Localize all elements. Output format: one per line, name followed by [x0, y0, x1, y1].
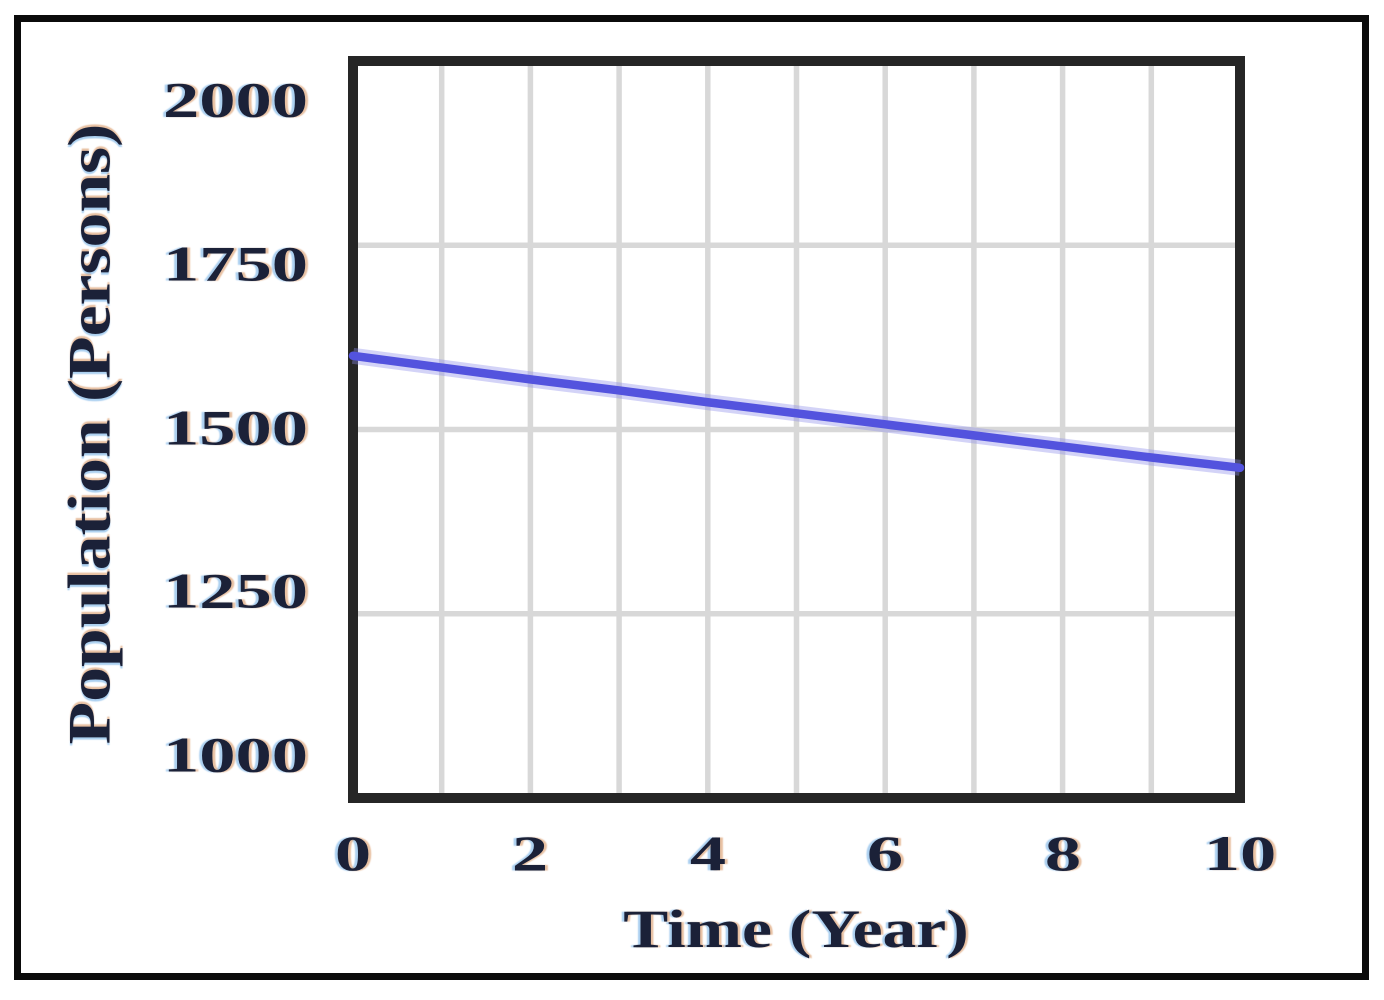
y-tick-label: 1500	[163, 399, 308, 456]
figure-border	[14, 15, 1369, 980]
x-tick-label: 6	[867, 825, 904, 881]
y-tick-label: 1750	[163, 235, 308, 292]
plot-frame	[348, 56, 1245, 803]
x-tick-label: 4	[689, 825, 726, 881]
y-tick-label: 1250	[163, 563, 308, 620]
population-line	[348, 351, 1245, 473]
x-tick-label: 10	[1203, 825, 1277, 881]
x-tick-label: 2	[512, 825, 549, 881]
y-tick-label: 2000	[163, 71, 308, 128]
x-axis-title: Time (Year)	[623, 899, 969, 959]
x-tick-label: 8	[1044, 825, 1081, 881]
x-tick-label: 0	[334, 825, 372, 881]
y-axis-title: Population (Persons)	[56, 123, 123, 745]
y-tick-label: 1000	[163, 727, 308, 784]
